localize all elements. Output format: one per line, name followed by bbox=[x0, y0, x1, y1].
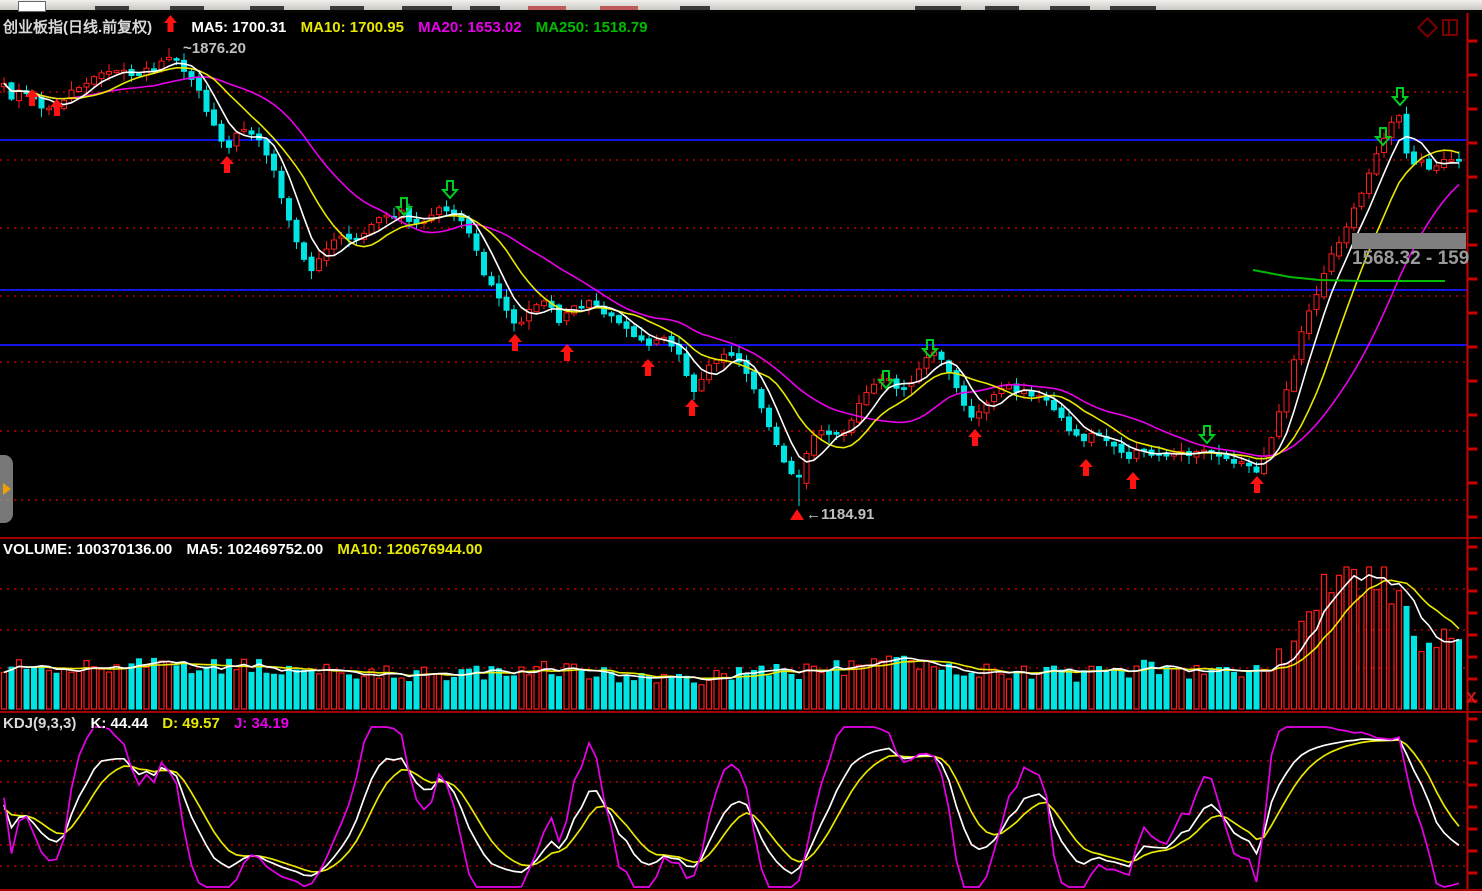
menu-item-fragment bbox=[470, 6, 500, 10]
volume-value-label: VOLUME: 100370136.00 bbox=[3, 541, 173, 558]
menu-item-fragment bbox=[985, 6, 1019, 10]
diamond-icon[interactable] bbox=[1416, 16, 1439, 39]
close-indicator-button[interactable]: X bbox=[1466, 690, 1477, 707]
volume-header: VOLUME: 100370136.00 MA5: 102469752.00 M… bbox=[3, 541, 492, 558]
menu-item-fragment bbox=[250, 6, 284, 10]
instrument-title: 创业板指(日线.前复权) bbox=[3, 19, 153, 36]
menu-item-fragment bbox=[1110, 6, 1156, 10]
kdj-header: KDJ(9,3,3) K: 44.44 D: 49.57 J: 34.19 bbox=[3, 715, 299, 732]
split-window-icon[interactable] bbox=[1442, 19, 1458, 36]
low-price-annotation: ←1184.91 bbox=[806, 506, 875, 523]
menu-item-fragment bbox=[402, 6, 452, 10]
volume-ma10-label: MA10: 120676944.00 bbox=[337, 541, 483, 558]
main-price-chart[interactable] bbox=[0, 13, 1482, 537]
volume-ma5-label: MA5: 102469752.00 bbox=[186, 541, 324, 558]
kdj-k-label: K: 44.44 bbox=[90, 715, 149, 732]
menu-item-fragment-highlight bbox=[600, 6, 638, 10]
menu-item-fragment bbox=[95, 6, 129, 10]
ma20-value-label: MA20: 1653.02 bbox=[418, 19, 522, 36]
high-price-annotation: ~1876.20 bbox=[183, 40, 246, 57]
menubar-input-fragment bbox=[18, 1, 46, 12]
main-chart-header: 创业板指(日线.前复权) MA5: 1700.31 MA10: 1700.95 … bbox=[3, 15, 657, 37]
up-arrow-icon bbox=[164, 15, 178, 36]
menu-item-fragment bbox=[170, 6, 204, 10]
kdj-indicator-label: KDJ(9,3,3) bbox=[3, 715, 77, 732]
top-menubar[interactable] bbox=[0, 0, 1482, 13]
ma5-value-label: MA5: 1700.31 bbox=[191, 19, 287, 36]
chart-corner-controls bbox=[1416, 16, 1458, 39]
expand-arrow-icon bbox=[2, 483, 11, 495]
kdj-d-label: D: 49.57 bbox=[162, 715, 220, 732]
menu-item-fragment bbox=[680, 6, 710, 10]
ma250-value-label: MA250: 1518.79 bbox=[535, 19, 648, 36]
price-range-tooltip: 1568.32 - 159 bbox=[1352, 248, 1470, 269]
ma10-value-label: MA10: 1700.95 bbox=[300, 19, 404, 36]
kdj-chart[interactable] bbox=[0, 713, 1482, 889]
price-tooltip-bar bbox=[1352, 233, 1466, 249]
menu-item-fragment-highlight bbox=[528, 6, 566, 10]
menu-item-fragment bbox=[1050, 6, 1090, 10]
bottom-border bbox=[0, 889, 1482, 891]
panel-divider[interactable] bbox=[0, 711, 1482, 713]
menu-item-fragment bbox=[915, 6, 961, 10]
panel-divider[interactable] bbox=[0, 537, 1482, 539]
volume-chart[interactable] bbox=[0, 539, 1482, 711]
kdj-j-label: J: 34.19 bbox=[233, 715, 290, 732]
menu-item-fragment bbox=[330, 6, 364, 10]
sidebar-expand-tab[interactable] bbox=[0, 455, 13, 523]
